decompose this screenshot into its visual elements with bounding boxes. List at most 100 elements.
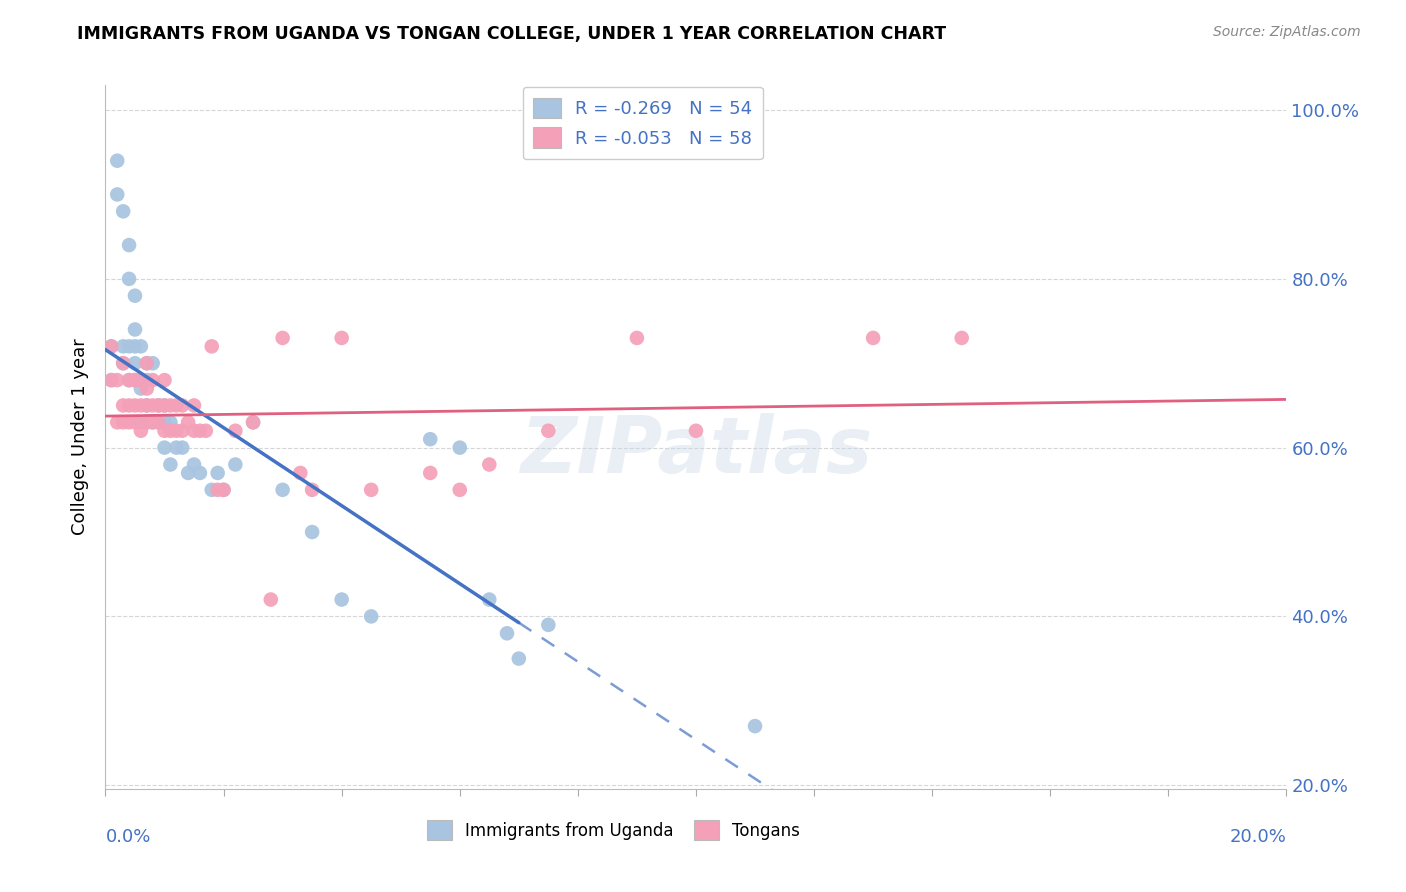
- Point: [159, 424, 181, 438]
- Point: [165, 424, 187, 438]
- Y-axis label: College, Under 1 year: College, Under 1 year: [72, 339, 90, 535]
- Point: [478, 592, 501, 607]
- Point: [153, 373, 176, 387]
- Point: [153, 399, 176, 413]
- Point: [242, 415, 264, 429]
- Point: [537, 424, 560, 438]
- Point: [183, 424, 205, 438]
- Point: [129, 339, 152, 353]
- Point: [478, 458, 501, 472]
- Point: [129, 373, 152, 387]
- Point: [112, 356, 135, 370]
- Point: [135, 356, 157, 370]
- Point: [135, 399, 157, 413]
- Point: [118, 272, 141, 286]
- Point: [419, 466, 441, 480]
- Point: [744, 719, 766, 733]
- Point: [118, 238, 141, 252]
- Point: [188, 466, 211, 480]
- Point: [360, 609, 382, 624]
- Point: [626, 331, 648, 345]
- Point: [124, 289, 146, 303]
- Point: [148, 415, 170, 429]
- Point: [129, 415, 152, 429]
- Point: [112, 399, 135, 413]
- Point: [129, 373, 152, 387]
- Point: [135, 373, 157, 387]
- Point: [105, 153, 128, 168]
- Point: [112, 356, 135, 370]
- Point: [112, 415, 135, 429]
- Point: [124, 373, 146, 387]
- Point: [537, 618, 560, 632]
- Point: [135, 415, 157, 429]
- Point: [271, 483, 294, 497]
- Point: [129, 382, 152, 396]
- Text: 0.0%: 0.0%: [105, 829, 150, 847]
- Point: [153, 424, 176, 438]
- Point: [183, 458, 205, 472]
- Point: [201, 339, 224, 353]
- Point: [100, 339, 122, 353]
- Point: [124, 322, 146, 336]
- Point: [124, 373, 146, 387]
- Point: [142, 399, 165, 413]
- Point: [177, 415, 200, 429]
- Point: [148, 399, 170, 413]
- Legend: Immigrants from Uganda, Tongans: Immigrants from Uganda, Tongans: [419, 812, 808, 848]
- Point: [177, 466, 200, 480]
- Point: [188, 424, 211, 438]
- Text: Source: ZipAtlas.com: Source: ZipAtlas.com: [1213, 25, 1361, 39]
- Point: [124, 399, 146, 413]
- Point: [290, 466, 312, 480]
- Point: [207, 466, 229, 480]
- Point: [159, 458, 181, 472]
- Text: IMMIGRANTS FROM UGANDA VS TONGAN COLLEGE, UNDER 1 YEAR CORRELATION CHART: IMMIGRANTS FROM UGANDA VS TONGAN COLLEGE…: [77, 25, 946, 43]
- Point: [212, 483, 235, 497]
- Point: [148, 399, 170, 413]
- Point: [124, 356, 146, 370]
- Point: [118, 339, 141, 353]
- Point: [142, 415, 165, 429]
- Point: [862, 331, 884, 345]
- Point: [129, 399, 152, 413]
- Point: [159, 399, 181, 413]
- Point: [449, 483, 471, 497]
- Point: [172, 424, 194, 438]
- Point: [100, 373, 122, 387]
- Point: [449, 441, 471, 455]
- Point: [419, 432, 441, 446]
- Point: [148, 415, 170, 429]
- Point: [135, 415, 157, 429]
- Point: [172, 399, 194, 413]
- Point: [112, 204, 135, 219]
- Point: [165, 399, 187, 413]
- Point: [100, 339, 122, 353]
- Point: [124, 415, 146, 429]
- Point: [194, 424, 217, 438]
- Text: ZIPatlas: ZIPatlas: [520, 413, 872, 489]
- Point: [105, 373, 128, 387]
- Point: [224, 458, 246, 472]
- Point: [135, 382, 157, 396]
- Point: [153, 399, 176, 413]
- Point: [224, 424, 246, 438]
- Point: [242, 415, 264, 429]
- Point: [360, 483, 382, 497]
- Point: [508, 651, 530, 665]
- Point: [118, 399, 141, 413]
- Point: [207, 483, 229, 497]
- Point: [105, 187, 128, 202]
- Point: [118, 373, 141, 387]
- Point: [330, 592, 353, 607]
- Text: 20.0%: 20.0%: [1230, 829, 1286, 847]
- Point: [129, 424, 152, 438]
- Point: [135, 356, 157, 370]
- Point: [118, 415, 141, 429]
- Point: [135, 399, 157, 413]
- Point: [118, 373, 141, 387]
- Point: [201, 483, 224, 497]
- Point: [172, 441, 194, 455]
- Point: [496, 626, 519, 640]
- Point: [330, 331, 353, 345]
